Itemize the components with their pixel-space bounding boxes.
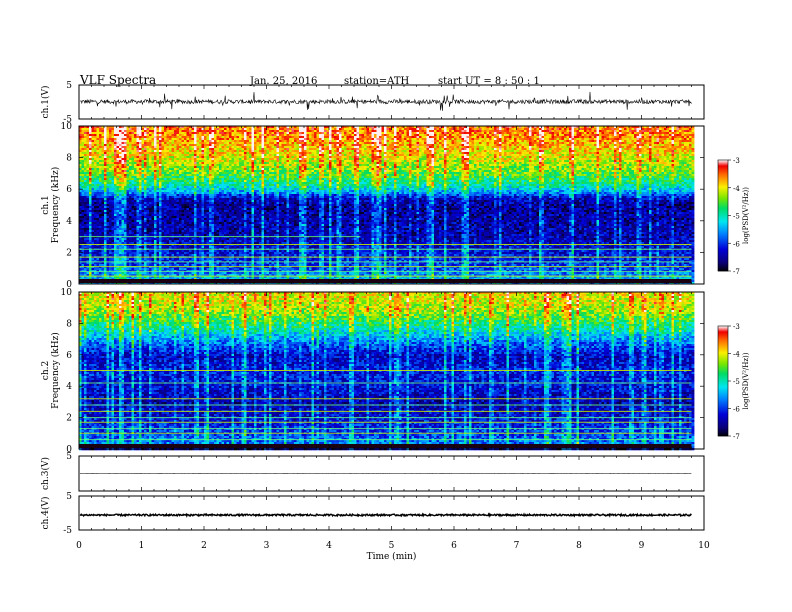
ch1spec-colorbar-label: log(PSD(V²/Hz)) xyxy=(742,187,750,244)
x-tick-label: 3 xyxy=(264,541,270,551)
colorbar-tick-label: -5 xyxy=(733,378,740,386)
colorbar-tick-label: -7 xyxy=(733,433,740,441)
ch1spec-ylabel: Frequency (kHz) xyxy=(50,167,61,244)
y-tick-label: 2 xyxy=(66,248,72,258)
x-tick-label: 0 xyxy=(76,541,82,551)
y-tick-label: 10 xyxy=(61,288,73,298)
x-tick-label: 1 xyxy=(139,541,145,551)
ch1spec-heatmap xyxy=(79,126,694,284)
ch1spec-colorbar xyxy=(718,160,728,271)
ch2spec-ylabel: Frequency (kHz) xyxy=(50,332,61,409)
y-tick-label: -5 xyxy=(63,526,72,536)
x-tick-label: 2 xyxy=(201,541,207,551)
ch3v-ylabel: ch.3(V) xyxy=(40,457,51,490)
x-tick-label: 10 xyxy=(698,541,710,551)
colorbar-tick-label: -7 xyxy=(733,268,740,276)
ch2spec-heatmap xyxy=(79,292,694,450)
colorbar-tick-label: -4 xyxy=(733,351,740,359)
x-tick-label: 6 xyxy=(451,541,457,551)
y-tick-label: 10 xyxy=(61,122,73,132)
y-tick-label: 6 xyxy=(66,351,72,361)
x-tick-label: 7 xyxy=(514,541,520,551)
ch1v-series-line xyxy=(80,92,691,111)
x-tick-label: 9 xyxy=(639,541,645,551)
colorbar-tick-label: -6 xyxy=(733,406,740,414)
x-tick-label: 5 xyxy=(389,541,395,551)
y-tick-label: 4 xyxy=(66,217,72,227)
y-tick-label: 4 xyxy=(66,382,72,392)
x-tick-label: 4 xyxy=(326,541,332,551)
y-tick-label: 6 xyxy=(66,185,72,195)
colorbar-tick-label: -3 xyxy=(733,157,740,165)
colorbar-tick-label: -4 xyxy=(733,185,740,193)
ch1spec-ylabel-top: ch.1 xyxy=(41,195,51,214)
y-tick-label: 8 xyxy=(66,154,72,164)
ch4v-frame xyxy=(79,496,704,530)
y-tick-label: 2 xyxy=(66,414,72,424)
ch1spec-bottom-band xyxy=(79,279,692,283)
colorbar-tick-label: -6 xyxy=(733,240,740,248)
y-tick-label: 5 xyxy=(66,492,72,502)
x-tick-label: 8 xyxy=(576,541,582,551)
ch2spec-ylabel-top: ch.2 xyxy=(41,361,51,380)
ch4v-series-line xyxy=(80,514,691,516)
ch2spec-colorbar xyxy=(718,326,728,436)
colorbar-tick-label: -3 xyxy=(733,323,740,331)
x-axis-label: Time (min) xyxy=(367,551,417,562)
ch4v-ylabel: ch.4(V) xyxy=(40,497,51,530)
y-tick-label: 5 xyxy=(66,81,72,91)
y-tick-label: 8 xyxy=(66,319,72,329)
ch2spec-bottom-band xyxy=(79,444,692,448)
y-tick-label: 5 xyxy=(66,452,72,462)
colorbar-tick-label: -5 xyxy=(733,213,740,221)
ch1v-ylabel: ch.1(V) xyxy=(40,86,51,119)
ch2spec-colorbar-label: log(PSD(V²/Hz)) xyxy=(742,352,750,409)
